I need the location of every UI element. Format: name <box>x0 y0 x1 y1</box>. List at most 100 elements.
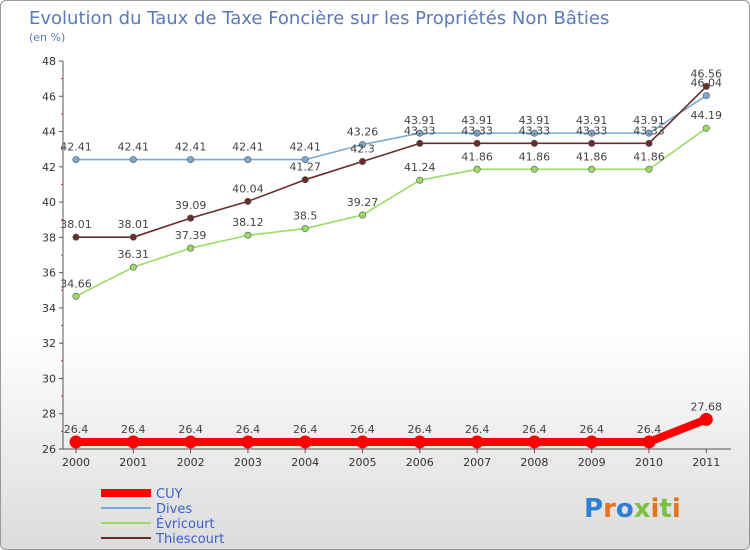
data-point-dives <box>129 156 137 164</box>
data-label-dives: 42.41 <box>118 141 150 154</box>
data-label-evricourt: 41.86 <box>519 150 551 163</box>
data-point-evricourt <box>244 231 252 239</box>
y-tick-label: 42 <box>42 161 56 174</box>
data-point-cuy <box>241 435 255 449</box>
y-tick-label: 44 <box>42 126 56 139</box>
data-point-dives <box>702 92 710 100</box>
data-point-evricourt <box>301 225 309 233</box>
data-label-thiescourt: 40.04 <box>232 182 264 195</box>
legend-label-dives: Dives <box>156 502 192 517</box>
series-line-cuy <box>76 415 708 446</box>
data-label-thiescourt: 43.33 <box>633 124 665 137</box>
data-point-dives <box>244 156 252 164</box>
data-label-evricourt: 38.5 <box>293 210 318 223</box>
y-tick-label: 28 <box>42 408 56 421</box>
data-label-evricourt: 37.39 <box>175 229 207 242</box>
data-label-evricourt: 34.66 <box>60 277 92 290</box>
legend-label-evricourt: Évricourt <box>156 516 215 532</box>
legend-label-thiescourt: Thiescourt <box>155 532 224 547</box>
x-tick-label: 2005 <box>349 456 377 469</box>
data-label-cuy: 26.4 <box>178 423 203 436</box>
y-tick-label: 32 <box>42 337 56 350</box>
data-point-cuy <box>699 412 713 426</box>
data-label-cuy: 26.4 <box>121 423 146 436</box>
data-point-dives <box>358 141 366 149</box>
x-tick-label: 2011 <box>692 456 720 469</box>
data-label-thiescourt: 43.33 <box>519 124 551 137</box>
data-point-thiescourt <box>645 139 653 147</box>
data-label-dives: 46.04 <box>691 77 723 90</box>
data-point-cuy <box>642 435 656 449</box>
logo-text: Proxiti <box>584 494 681 524</box>
data-label-cuy: 26.4 <box>522 423 547 436</box>
data-label-evricourt: 44.19 <box>691 109 723 122</box>
data-point-thiescourt <box>187 214 195 222</box>
data-point-thiescourt <box>72 233 80 241</box>
data-point-evricourt <box>416 176 424 184</box>
data-label-evricourt: 41.86 <box>576 150 608 163</box>
y-tick-labels: 26 28 30 32 34 36 38 40 42 44 46 48 <box>42 55 63 456</box>
data-label-thiescourt: 39.09 <box>175 199 207 212</box>
series-line-dives <box>76 94 707 161</box>
data-label-cuy: 26.4 <box>293 423 318 436</box>
data-label-thiescourt: 43.33 <box>461 124 493 137</box>
series-layer <box>69 82 713 449</box>
data-label-thiescourt: 38.01 <box>118 218 150 231</box>
x-tick-label: 2006 <box>406 456 434 469</box>
data-point-dives <box>645 129 653 137</box>
data-point-thiescourt <box>129 233 137 241</box>
data-label-dives: 43.91 <box>519 114 551 127</box>
data-label-dives: 42.41 <box>60 141 92 154</box>
data-point-dives <box>473 129 481 137</box>
data-label-evricourt: 38.12 <box>232 216 264 229</box>
data-point-thiescourt <box>473 139 481 147</box>
data-point-dives <box>588 129 596 137</box>
data-point-cuy <box>69 435 83 449</box>
data-label-thiescourt: 41.27 <box>289 161 321 174</box>
series-line-evricourt <box>75 127 707 297</box>
data-label-dives: 42.41 <box>175 141 207 154</box>
data-point-evricourt <box>72 292 80 300</box>
data-label-cuy: 26.4 <box>579 423 604 436</box>
data-point-dives <box>530 129 538 137</box>
data-point-thiescourt <box>416 139 424 147</box>
data-label-evricourt: 41.24 <box>404 161 436 174</box>
data-point-thiescourt <box>588 139 596 147</box>
data-label-dives: 43.26 <box>347 126 379 139</box>
y-tick-label: 48 <box>42 55 56 68</box>
data-label-evricourt: 41.86 <box>633 150 665 163</box>
data-point-evricourt <box>358 211 366 219</box>
x-tick-label: 2000 <box>62 456 90 469</box>
data-label-dives: 42.41 <box>289 141 321 154</box>
y-axis-unit: (en %) <box>29 31 65 44</box>
data-label-thiescourt: 43.33 <box>576 124 608 137</box>
data-label-thiescourt: 43.33 <box>404 124 436 137</box>
data-label-dives: 42.41 <box>232 141 264 154</box>
data-point-thiescourt <box>530 139 538 147</box>
data-point-evricourt <box>645 165 653 173</box>
data-label-dives: 43.91 <box>404 114 436 127</box>
data-label-evricourt: 39.27 <box>347 196 379 209</box>
legend-label-cuy: CUY <box>156 487 183 502</box>
data-label-dives: 43.91 <box>576 114 608 127</box>
data-point-evricourt <box>473 165 481 173</box>
x-tick-label: 2007 <box>463 456 491 469</box>
data-label-cuy: 26.4 <box>637 423 662 436</box>
series-line-thiescourt <box>76 85 707 238</box>
data-point-cuy <box>527 435 541 449</box>
chart-title: Evolution du Taux de Taxe Foncière sur l… <box>29 8 609 29</box>
y-tick-label: 30 <box>42 372 56 385</box>
x-tick-labels: 2000 2001 2002 2003 2004 2005 2006 2007 2008 2009… <box>62 449 720 469</box>
data-label-cuy: 26.4 <box>465 423 490 436</box>
axes <box>62 61 731 450</box>
data-point-thiescourt <box>244 197 252 205</box>
data-point-evricourt <box>588 165 596 173</box>
data-label-evricourt: 41.86 <box>461 150 493 163</box>
data-label-cuy: 26.4 <box>64 423 89 436</box>
data-point-cuy <box>126 435 140 449</box>
data-point-evricourt <box>129 263 137 271</box>
x-tick-label: 2002 <box>177 456 205 469</box>
